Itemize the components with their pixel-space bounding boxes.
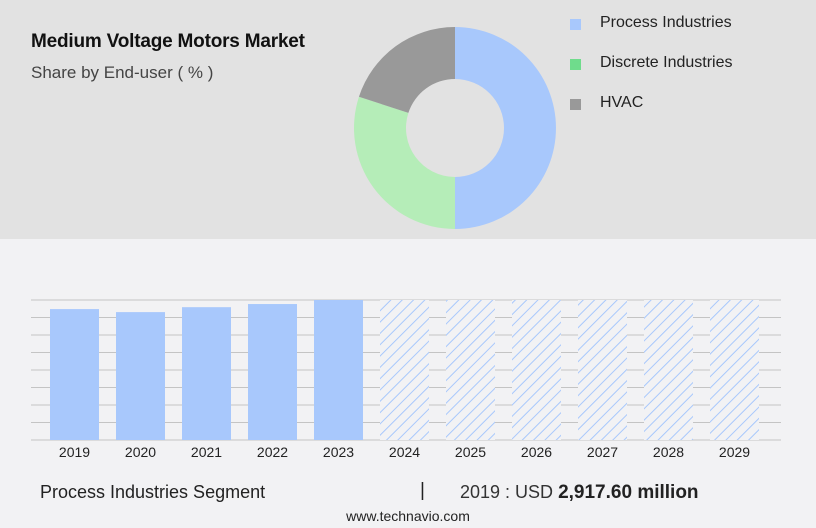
value-amount: 2,917.60 million — [558, 482, 699, 503]
x-label-2019: 2019 — [58, 444, 91, 460]
bar-2024 — [380, 300, 429, 440]
bar-2028 — [644, 300, 693, 440]
legend-swatch-icon — [570, 99, 581, 110]
donut-chart — [354, 27, 556, 230]
segment-value: 2019 : USD 2,917.60 million — [460, 482, 699, 504]
x-label-2024: 2024 — [388, 444, 421, 460]
bar-2020 — [116, 312, 165, 440]
legend-label: Discrete Industries — [600, 54, 733, 71]
bar-2029 — [710, 300, 759, 440]
legend-item-process-industries: Process Industries — [570, 12, 810, 36]
donut-slice-hvac — [358, 27, 455, 113]
bar-2025 — [446, 300, 495, 440]
legend-swatch-icon — [570, 19, 581, 30]
bar-2021 — [182, 307, 231, 440]
chart-title: Medium Voltage Motors Market — [31, 31, 305, 52]
bar-2023 — [314, 300, 363, 440]
x-label-2026: 2026 — [520, 444, 553, 460]
footer-separator: | — [420, 480, 425, 501]
x-label-2027: 2027 — [586, 444, 619, 460]
legend-item-discrete-industries: Discrete Industries — [570, 52, 810, 76]
bar-2022 — [248, 304, 297, 440]
x-axis-labels: 2019 2020 2021 2022 2023 2024 2025 2026 2027 2028… — [0, 444, 816, 464]
bar-2026 — [512, 300, 561, 440]
source-url: www.technavio.com — [346, 508, 470, 524]
x-label-2021: 2021 — [190, 444, 223, 460]
x-label-2022: 2022 — [256, 444, 289, 460]
donut-slice-process-industries — [455, 27, 556, 229]
legend-item-hvac: HVAC — [570, 92, 810, 116]
bar-chart — [31, 299, 781, 441]
x-label-2020: 2020 — [124, 444, 157, 460]
x-label-2029: 2029 — [718, 444, 751, 460]
x-label-2028: 2028 — [652, 444, 685, 460]
legend-label: Process Industries — [600, 14, 732, 31]
legend-label: HVAC — [600, 94, 644, 111]
x-label-2025: 2025 — [454, 444, 487, 460]
donut-slice-discrete-industries — [354, 96, 455, 230]
legend-swatch-icon — [570, 59, 581, 70]
bar-2027 — [578, 300, 627, 440]
chart-subtitle: Share by End-user ( % ) — [31, 63, 214, 82]
segment-label: Process Industries Segment — [40, 482, 266, 502]
x-label-2023: 2023 — [322, 444, 355, 460]
bar-2019 — [50, 309, 99, 440]
value-prefix: 2019 : USD — [460, 482, 554, 502]
